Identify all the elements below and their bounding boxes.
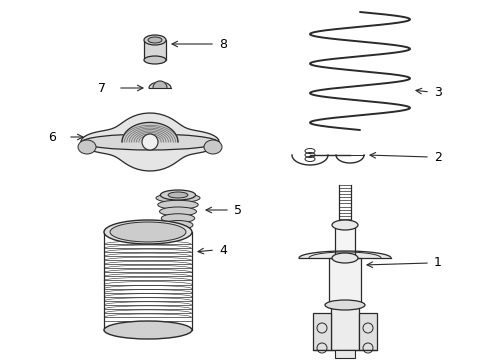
Text: 5: 5 [234, 203, 242, 216]
Ellipse shape [332, 220, 358, 230]
Ellipse shape [144, 35, 166, 45]
Ellipse shape [104, 321, 192, 339]
Bar [335, 225, 355, 258]
Polygon shape [153, 81, 167, 88]
Ellipse shape [78, 140, 96, 154]
Text: 8: 8 [219, 37, 227, 50]
Polygon shape [122, 122, 178, 142]
Ellipse shape [163, 220, 193, 230]
Text: 1: 1 [434, 256, 442, 270]
Ellipse shape [82, 134, 218, 150]
Ellipse shape [161, 214, 195, 223]
Text: 3: 3 [434, 86, 442, 99]
Bar [313, 313, 331, 350]
Ellipse shape [144, 56, 166, 64]
Ellipse shape [110, 222, 186, 242]
Ellipse shape [325, 300, 365, 310]
Ellipse shape [160, 190, 196, 200]
Polygon shape [299, 251, 391, 258]
Ellipse shape [156, 194, 200, 202]
Text: 4: 4 [219, 243, 227, 257]
Bar [331, 308, 359, 350]
Text: 7: 7 [98, 81, 106, 95]
Ellipse shape [332, 253, 358, 263]
Text: 6: 6 [48, 131, 56, 144]
Ellipse shape [160, 207, 196, 216]
Polygon shape [149, 82, 171, 88]
Ellipse shape [158, 200, 198, 209]
Text: 2: 2 [434, 150, 442, 163]
Ellipse shape [168, 192, 188, 198]
Ellipse shape [104, 220, 192, 244]
Circle shape [142, 134, 158, 150]
Ellipse shape [148, 37, 162, 43]
Bar [144, 40, 166, 60]
Bar [329, 258, 361, 305]
Bar [359, 313, 377, 350]
Polygon shape [81, 113, 219, 171]
Ellipse shape [204, 140, 222, 154]
Bar [335, 350, 355, 358]
